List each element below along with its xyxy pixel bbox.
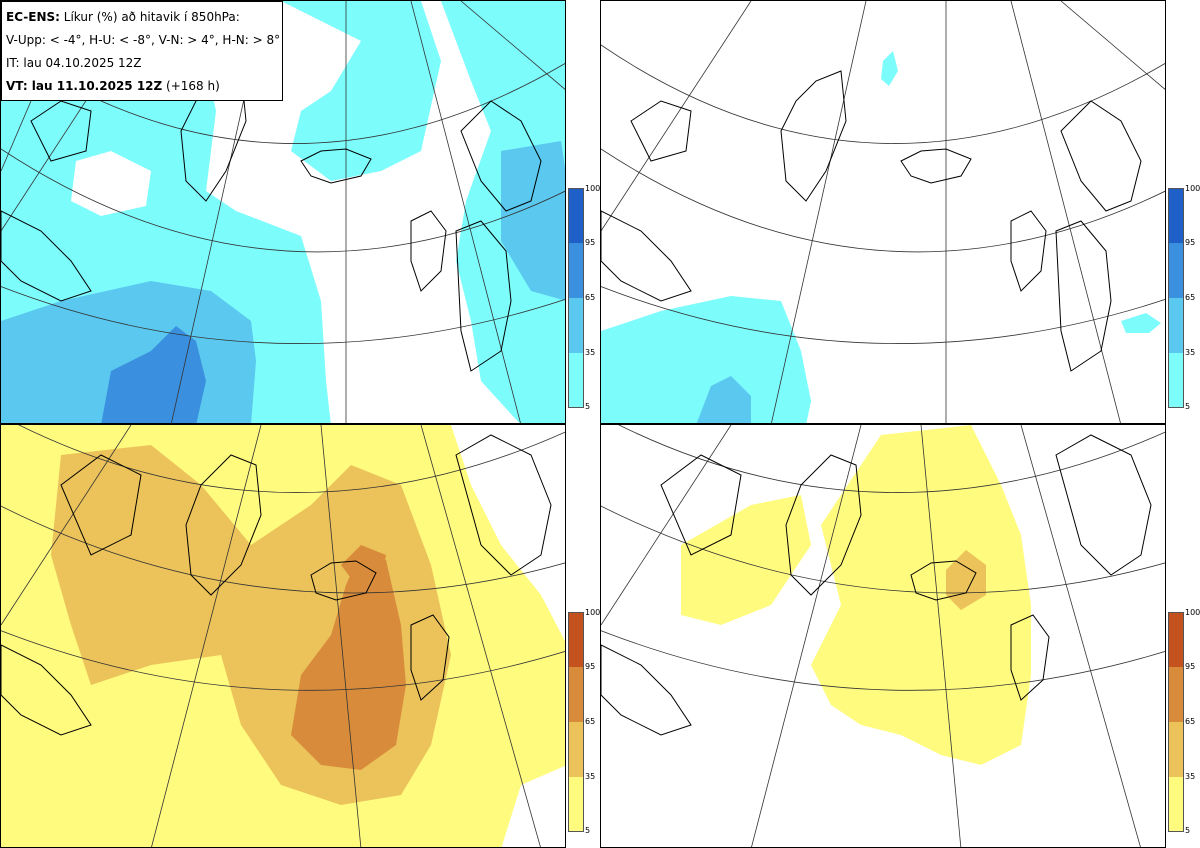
legend-tick: 95 bbox=[1185, 238, 1196, 247]
legend-tick: 5 bbox=[585, 826, 591, 835]
legend-tick: 5 bbox=[585, 402, 591, 411]
graticule bbox=[601, 425, 1165, 847]
map-panel-bottom-left bbox=[0, 424, 566, 848]
legend-tick: 5 bbox=[1185, 826, 1191, 835]
legend-tick: 65 bbox=[585, 293, 596, 302]
map-panel-top-left: EC-ENS: Líkur (%) að hitavik í 850hPa: V… bbox=[0, 0, 566, 424]
legend-tick: 95 bbox=[1185, 662, 1196, 671]
legend-swatch-5-35 bbox=[569, 353, 583, 407]
legend-tick: 95 bbox=[585, 238, 596, 247]
info-line-title: EC-ENS: Líkur (%) að hitavik í 850hPa: bbox=[6, 6, 278, 29]
legend-tick: 35 bbox=[585, 772, 596, 781]
map-bottom-right bbox=[601, 425, 1165, 847]
color-legend-bottom-right: 100 95 65 35 5 bbox=[1168, 608, 1200, 835]
color-legend-bottom-left: 100 95 65 35 5 bbox=[568, 608, 601, 835]
legend-bar bbox=[568, 612, 584, 832]
legend-swatch-95-100 bbox=[569, 189, 583, 243]
description-label: Líkur (%) að hitavik í 850hPa: bbox=[63, 10, 240, 24]
initial-time-label: IT: lau 04.10.2025 12Z bbox=[6, 56, 142, 70]
thresholds-label: V-Upp: < -4°, H-U: < -8°, V-N: > 4°, H-N… bbox=[6, 33, 281, 47]
legend-swatch-35-65 bbox=[1169, 722, 1183, 777]
model-label: EC-ENS: bbox=[6, 10, 60, 24]
legend-tick: 100 bbox=[585, 608, 601, 617]
legend-tick: 5 bbox=[1185, 402, 1191, 411]
graticule bbox=[1, 425, 565, 847]
map-top-right bbox=[601, 1, 1165, 423]
probability-field bbox=[601, 51, 1161, 423]
legend-tick: 35 bbox=[1185, 348, 1196, 357]
legend-tick: 65 bbox=[1185, 717, 1196, 726]
coastline bbox=[1, 70, 542, 372]
legend-swatch-65-95 bbox=[569, 243, 583, 298]
legend-swatch-5-35 bbox=[1169, 777, 1183, 831]
legend-swatch-5-35 bbox=[569, 777, 583, 831]
legend-swatch-35-65 bbox=[1169, 298, 1183, 353]
color-legend-top-right: 100 95 65 35 5 bbox=[1168, 184, 1200, 411]
legend-swatch-95-100 bbox=[1169, 189, 1183, 243]
legend-swatch-95-100 bbox=[569, 613, 583, 667]
map-bottom-left bbox=[1, 425, 565, 847]
probability-field bbox=[681, 425, 1031, 765]
graticule bbox=[601, 1, 1165, 423]
legend-tick: 100 bbox=[1185, 608, 1200, 617]
legend-swatch-65-95 bbox=[569, 667, 583, 722]
legend-swatch-65-95 bbox=[1169, 243, 1183, 298]
valid-time-label: VT: lau 11.10.2025 12Z bbox=[6, 79, 163, 93]
legend-bar bbox=[568, 188, 584, 408]
map-panel-bottom-right bbox=[600, 424, 1166, 848]
probability-field bbox=[1, 1, 565, 423]
legend-tick: 100 bbox=[585, 184, 601, 193]
info-box: EC-ENS: Líkur (%) að hitavik í 850hPa: V… bbox=[1, 1, 283, 101]
legend-tick: 35 bbox=[585, 348, 596, 357]
coastline bbox=[601, 70, 1142, 372]
coastline bbox=[1, 434, 552, 736]
map-panel-top-right bbox=[600, 0, 1166, 424]
legend-swatch-5-35 bbox=[1169, 353, 1183, 407]
legend-swatch-95-100 bbox=[1169, 613, 1183, 667]
legend-swatch-35-65 bbox=[569, 722, 583, 777]
legend-tick: 95 bbox=[585, 662, 596, 671]
lead-time-label: (+168 h) bbox=[166, 79, 220, 93]
coastline bbox=[601, 434, 1152, 736]
legend-bar bbox=[1168, 188, 1184, 408]
legend-swatch-65-95 bbox=[1169, 667, 1183, 722]
color-legend-top-left: 100 95 65 35 5 bbox=[568, 184, 601, 411]
legend-tick: 35 bbox=[1185, 772, 1196, 781]
legend-bar bbox=[1168, 612, 1184, 832]
legend-tick: 65 bbox=[585, 717, 596, 726]
legend-swatch-35-65 bbox=[569, 298, 583, 353]
info-line-valid: VT: lau 11.10.2025 12Z (+168 h) bbox=[6, 75, 278, 98]
legend-tick: 65 bbox=[1185, 293, 1196, 302]
legend-tick: 100 bbox=[1185, 184, 1200, 193]
probability-field bbox=[1, 425, 565, 847]
